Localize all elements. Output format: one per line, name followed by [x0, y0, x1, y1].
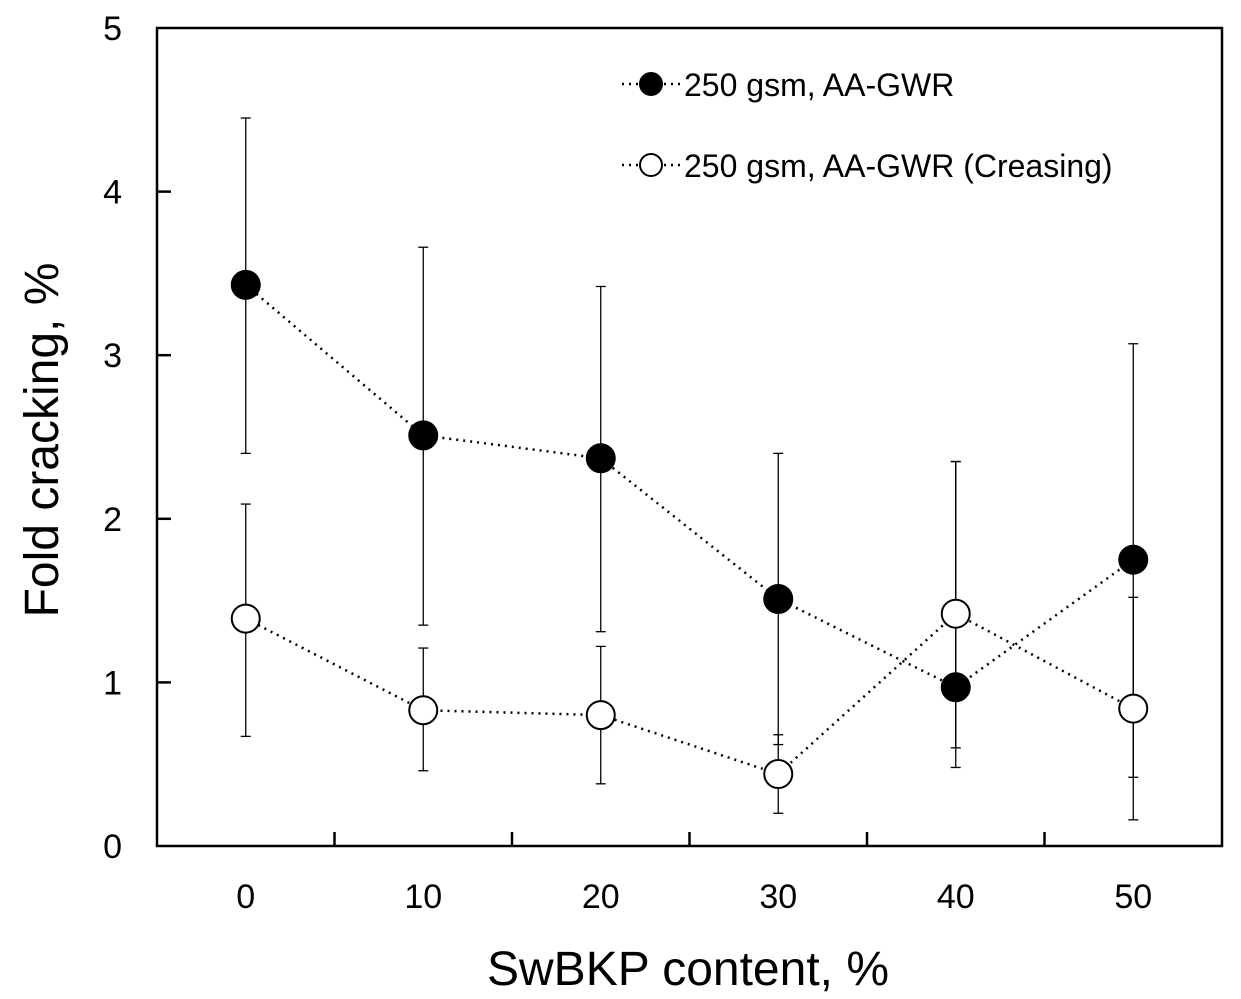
- x-tick-label: 20: [582, 878, 620, 916]
- legend: 250 gsm, AA-GWR 250 gsm, AA-GWR (Creasin…: [622, 67, 1113, 184]
- series-line-1: [244, 283, 1134, 689]
- legend-label-series-1: 250 gsm, AA-GWR: [684, 67, 954, 103]
- data-point-series-2: [763, 759, 794, 790]
- y-tick-label: 0: [103, 828, 122, 866]
- legend-marker-series-2: [639, 153, 663, 177]
- y-tick-label: 2: [103, 501, 122, 539]
- data-point-series-2: [1118, 693, 1149, 724]
- x-axis-title: SwBKP content, %: [487, 943, 889, 996]
- error-bars: [240, 117, 1139, 821]
- data-point-series-2: [585, 700, 616, 731]
- data-point-series-1: [408, 420, 439, 451]
- legend-label-series-2: 250 gsm, AA-GWR (Creasing): [684, 148, 1113, 184]
- legend-marker-series-1: [639, 72, 663, 96]
- x-tick-label: 40: [937, 878, 975, 916]
- data-point-series-1: [1118, 544, 1149, 575]
- data-point-series-2: [940, 598, 971, 629]
- data-point-series-1: [230, 269, 261, 300]
- data-point-series-2: [230, 603, 261, 634]
- y-axis-ticks: [157, 190, 171, 684]
- y-tick-label: 5: [103, 10, 122, 48]
- data-point-series-1: [940, 672, 971, 703]
- y-axis-title: Fold cracking, %: [16, 263, 69, 618]
- data-point-series-1: [763, 583, 794, 614]
- y-axis-tick-labels: 0 1 2 3 4 5: [103, 10, 122, 866]
- series-line-2: [245, 612, 1134, 776]
- series-points: [230, 269, 1149, 790]
- data-point-series-1: [585, 443, 616, 474]
- x-tick-label: 10: [404, 878, 442, 916]
- x-tick-label: 50: [1114, 878, 1152, 916]
- x-axis-tick-labels: 0 10 20 30 40 50: [236, 878, 1152, 916]
- y-tick-label: 3: [103, 337, 122, 375]
- data-point-series-2: [408, 695, 439, 726]
- x-tick-label: 30: [759, 878, 797, 916]
- x-axis-ticks: [333, 832, 1046, 846]
- y-tick-label: 1: [103, 664, 122, 702]
- y-tick-label: 4: [103, 174, 122, 212]
- x-tick-label: 0: [236, 878, 255, 916]
- series-lines: [244, 283, 1134, 776]
